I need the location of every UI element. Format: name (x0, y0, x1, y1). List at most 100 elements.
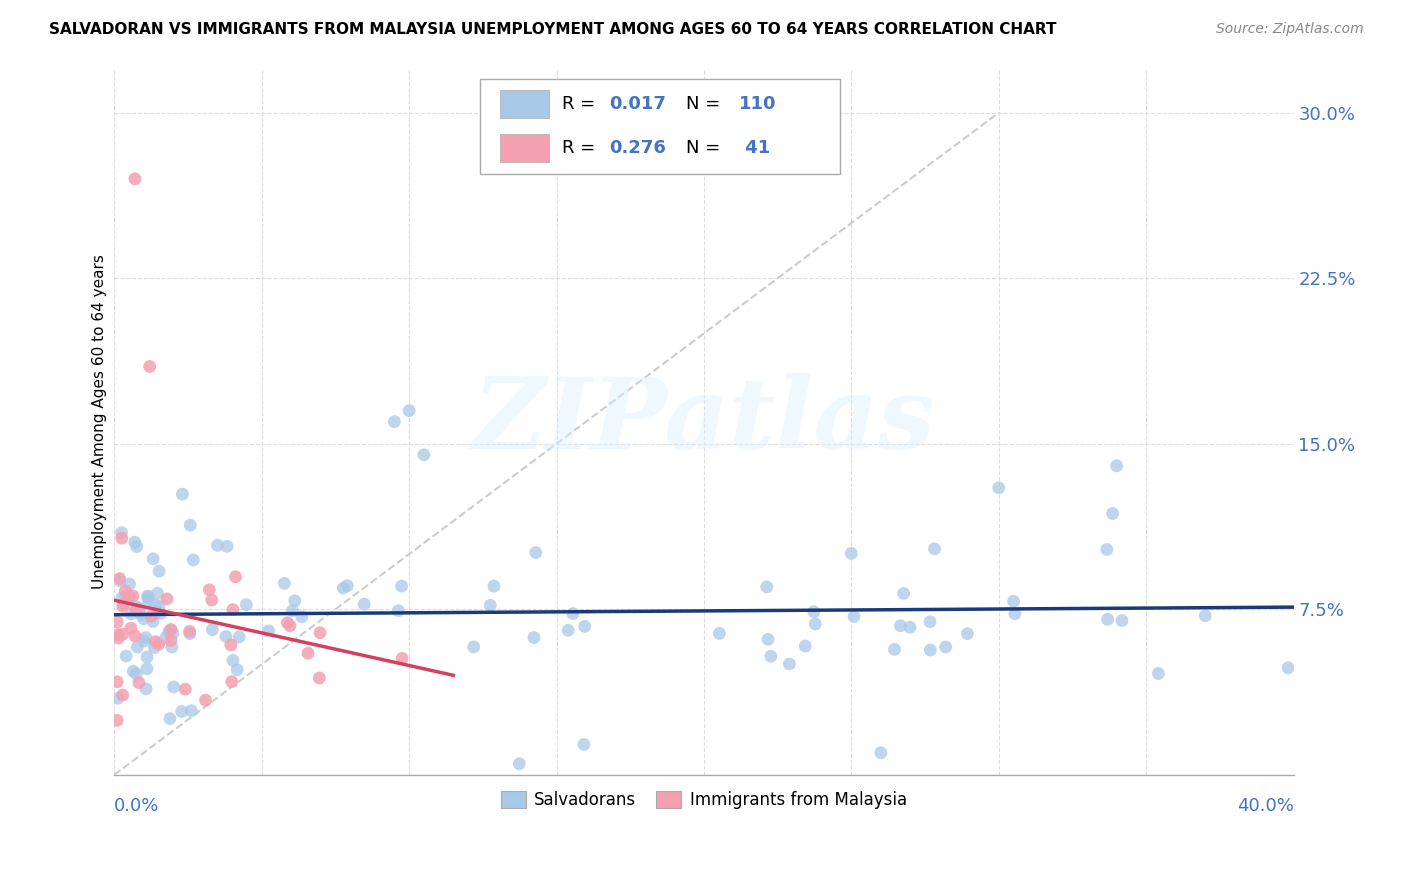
Point (143, 640, 166, 655)
Text: 110: 110 (740, 95, 778, 112)
Point (709, 626, 731, 640)
Point (127, 640, 149, 654)
Point (110, 525, 132, 540)
Point (1105, 458, 1128, 473)
Point (956, 626, 979, 640)
Text: N =: N = (686, 139, 727, 157)
Point (222, 653, 245, 667)
Point (1277, 661, 1299, 675)
Point (180, 704, 202, 718)
Y-axis label: Unemployment Among Ages 60 to 64 years: Unemployment Among Ages 60 to 64 years (93, 254, 107, 589)
Point (935, 640, 957, 654)
Point (124, 599, 146, 614)
Point (778, 657, 800, 671)
Point (141, 609, 163, 624)
Point (217, 539, 239, 553)
Point (156, 591, 179, 606)
Point (122, 665, 145, 679)
Point (148, 564, 170, 578)
Point (149, 607, 172, 621)
Point (128, 605, 150, 619)
Point (387, 604, 409, 618)
Point (222, 602, 245, 616)
Point (114, 589, 136, 603)
Point (482, 579, 505, 593)
Point (128, 675, 150, 690)
Point (382, 415, 405, 429)
Point (1147, 666, 1170, 681)
Point (297, 646, 319, 660)
Point (118, 577, 141, 591)
Point (803, 605, 825, 619)
Point (157, 624, 180, 639)
Point (114, 584, 136, 599)
Point (842, 609, 865, 624)
Point (111, 688, 134, 702)
Point (160, 623, 183, 637)
Point (572, 738, 595, 752)
Point (278, 619, 301, 633)
Point (207, 538, 229, 552)
Point (1002, 594, 1025, 608)
Point (132, 612, 155, 626)
Point (129, 607, 152, 622)
FancyBboxPatch shape (501, 134, 550, 162)
Point (291, 609, 314, 624)
Point (174, 682, 197, 697)
Point (839, 546, 862, 560)
Point (111, 599, 134, 614)
Point (281, 604, 304, 618)
Point (111, 627, 134, 641)
Point (1097, 612, 1119, 626)
Point (148, 637, 170, 651)
Point (893, 586, 915, 600)
Point (918, 615, 941, 629)
Text: R =: R = (562, 139, 602, 157)
Point (1101, 507, 1123, 521)
Point (136, 589, 159, 603)
Point (124, 535, 146, 549)
Point (136, 592, 159, 607)
Point (309, 625, 332, 640)
Point (201, 593, 224, 607)
Point (194, 693, 217, 707)
Text: 41: 41 (740, 139, 770, 157)
Point (107, 627, 129, 641)
Point (257, 624, 280, 638)
Point (181, 553, 204, 567)
Text: 0.0%: 0.0% (114, 797, 160, 815)
Point (135, 631, 157, 645)
Point (201, 623, 224, 637)
Point (108, 572, 131, 586)
Point (111, 531, 134, 545)
Point (276, 615, 298, 630)
Point (172, 487, 194, 501)
Point (883, 642, 905, 657)
Point (759, 649, 782, 664)
Point (170, 705, 193, 719)
Point (353, 597, 375, 611)
Point (136, 650, 159, 665)
Point (120, 621, 142, 635)
Point (159, 712, 181, 726)
Point (508, 756, 530, 771)
Point (120, 607, 142, 621)
Point (105, 714, 128, 728)
Point (219, 638, 242, 652)
Point (463, 640, 485, 654)
Point (273, 576, 295, 591)
Point (308, 671, 330, 685)
Text: 0.017: 0.017 (610, 95, 666, 112)
Point (756, 632, 779, 647)
Text: R =: R = (562, 95, 602, 112)
Point (920, 643, 942, 657)
Point (987, 481, 1010, 495)
Point (235, 598, 257, 612)
Point (136, 662, 159, 676)
Text: Source: ZipAtlas.com: Source: ZipAtlas.com (1216, 22, 1364, 37)
Point (138, 359, 160, 374)
Point (221, 674, 243, 689)
Point (124, 172, 146, 186)
Point (179, 624, 201, 639)
Point (1004, 607, 1026, 621)
